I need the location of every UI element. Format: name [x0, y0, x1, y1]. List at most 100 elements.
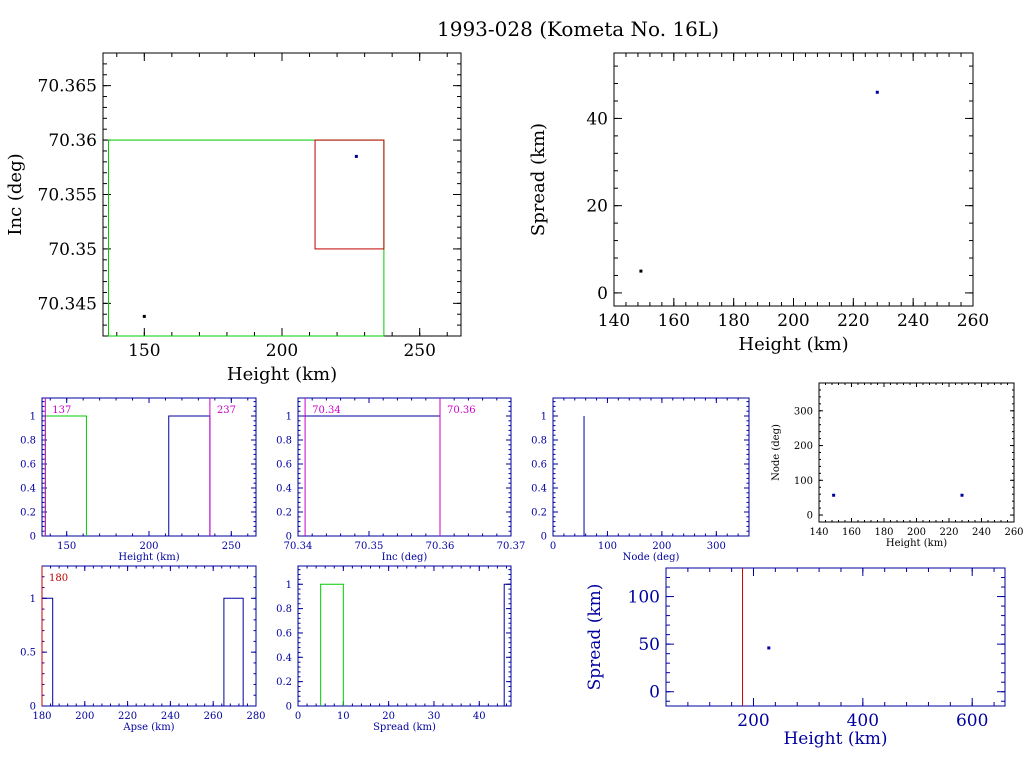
x-axis-label: Spread (km) [373, 722, 436, 733]
x-tick-label: 300 [707, 541, 726, 552]
x-tick-label: 600 [956, 711, 988, 731]
y-tick-label: 70.345 [38, 294, 97, 314]
y-tick-label: 0.2 [276, 677, 292, 688]
page-title: 1993-028 (Kometa No. 16L) [437, 17, 719, 41]
data-point [639, 269, 643, 273]
plot-frame [102, 52, 462, 337]
chart-hist-spread: 0 10 20 30 40 0 0.2 0.4 0.6 0.8 1 Spread (km) [276, 565, 512, 733]
x-tick-label: 0 [550, 541, 556, 552]
y-tick-label: 0.2 [531, 508, 547, 519]
x-tick-label: 150 [128, 341, 160, 361]
x-tick-label: 220 [118, 711, 137, 722]
x-tick-label: 260 [204, 711, 223, 722]
selection-box-green [108, 139, 385, 337]
y-tick-label: 0 [649, 683, 660, 703]
data-point [142, 314, 146, 318]
chart-node-vs-height: 140 160 180 200 220 240 260 0 100 200 300 Height (k… [771, 382, 1024, 549]
data-point [875, 90, 879, 94]
y-tick-label: 0.5 [20, 648, 36, 659]
x-tick-label: 30 [428, 711, 441, 722]
x-tick-label: 400 [847, 711, 879, 731]
x-tick-label: 40 [473, 711, 486, 722]
histogram-bar [168, 415, 211, 536]
y-tick-label: 50 [638, 635, 660, 655]
y-tick-label: 0 [30, 702, 36, 713]
x-tick-label: 250 [403, 341, 435, 361]
y-tick-label: 70.36 [48, 131, 97, 151]
histogram-bar [320, 583, 344, 706]
y-tick-label: 0.6 [276, 628, 292, 639]
x-tick-label: 250 [222, 541, 241, 552]
x-tick-label: 70.36 [426, 541, 455, 552]
y-tick-label: 1 [286, 580, 292, 591]
chart-hist-inc: 70.34 70.35 70.36 70.37 0 0.2 0.4 0.6 0.8 1 Inc (d… [276, 397, 526, 563]
y-tick-label: 0.4 [531, 484, 547, 495]
y-tick-label: 0.8 [531, 436, 547, 447]
x-tick-label: 200 [737, 711, 769, 731]
y-tick-label: 0.2 [276, 508, 292, 519]
x-axis-label: Height (km) [886, 538, 947, 549]
plot-frame [818, 382, 1015, 523]
y-tick-label: 1 [286, 412, 292, 423]
x-tick-label: 200 [75, 711, 94, 722]
y-tick-label: 0.6 [20, 460, 36, 471]
x-tick-label: 220 [939, 527, 958, 538]
y-tick-label: 70.355 [38, 185, 97, 205]
y-tick-label: 0.6 [276, 460, 292, 471]
data-point [354, 154, 358, 158]
histogram-bar [44, 415, 87, 536]
y-tick-label: 0 [807, 511, 813, 522]
plot-frame [613, 52, 974, 307]
x-tick-label: 240 [161, 711, 180, 722]
data-point [767, 646, 771, 650]
x-axis-label: Height (km) [738, 334, 848, 355]
y-tick-label: 70.35 [48, 240, 97, 260]
marker-label: 70.36 [447, 405, 476, 416]
y-tick-label: 100 [628, 588, 660, 608]
y-tick-label: 20 [586, 197, 608, 217]
y-tick-label: 300 [794, 406, 813, 417]
x-tick-label: 180 [874, 527, 893, 538]
y-tick-label: 0.6 [531, 460, 547, 471]
y-tick-label: 0 [286, 532, 292, 543]
x-tick-label: 200 [139, 541, 158, 552]
marker-label: 137 [52, 405, 71, 416]
y-tick-label: 200 [794, 441, 813, 452]
y-axis-label: Node (deg) [771, 424, 782, 481]
plot-frame [297, 565, 512, 707]
selection-box-red [314, 139, 385, 250]
chart-spread-vs-height-wide: 200 400 600 0 50 100 Height (km) Spread (km) [585, 567, 1006, 749]
y-tick-label: 0.8 [20, 436, 36, 447]
y-tick-label: 0 [541, 532, 547, 543]
x-tick-label: 70.37 [497, 541, 526, 552]
x-tick-label: 180 [717, 311, 749, 331]
x-tick-label: 150 [57, 541, 76, 552]
chart-spread-vs-height: 140 160 180 200 220 240 260 0 20 40 Height (km) Spr… [528, 52, 989, 355]
x-tick-label: 280 [246, 711, 265, 722]
x-axis-label: Inc (deg) [382, 552, 428, 563]
data-point [832, 493, 836, 497]
y-tick-label: 0 [597, 284, 608, 304]
x-tick-label: 0 [295, 711, 301, 722]
y-tick-label: 0.4 [276, 653, 292, 664]
y-tick-label: 70.365 [38, 77, 97, 97]
x-tick-label: 140 [598, 311, 630, 331]
marker-label: 70.34 [312, 405, 341, 416]
y-tick-label: 0.8 [276, 604, 292, 615]
y-tick-label: 40 [586, 109, 608, 129]
x-tick-label: 160 [658, 311, 690, 331]
histogram-bar [503, 583, 512, 706]
x-tick-label: 100 [598, 541, 617, 552]
x-axis-label: Height (km) [118, 552, 179, 563]
histogram-bar [223, 597, 244, 706]
y-axis-label: Spread (km) [585, 584, 605, 691]
x-tick-label: 200 [907, 527, 926, 538]
y-tick-label: 1 [30, 594, 36, 605]
plot-frame [552, 397, 750, 537]
x-tick-label: 260 [1004, 527, 1023, 538]
x-axis-label: Height (km) [227, 364, 337, 385]
plot-frame [297, 397, 512, 537]
x-axis-label: Apse (km) [122, 722, 174, 733]
plot-frame [41, 397, 257, 537]
